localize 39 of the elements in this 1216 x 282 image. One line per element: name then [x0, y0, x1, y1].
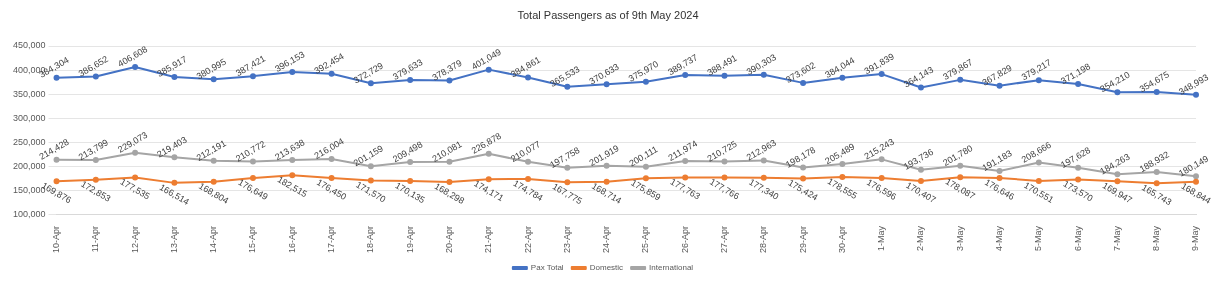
x-tick-label: 2-May: [915, 225, 926, 251]
x-tick-label: 25-Apr: [640, 225, 651, 253]
y-tick-label: 300,000: [12, 112, 46, 123]
legend-label: International: [649, 263, 694, 273]
x-tick-label: 1-May: [876, 225, 887, 251]
x-tick-label: 26-Apr: [679, 225, 690, 253]
x-tick-label: 16-Apr: [286, 225, 297, 253]
legend-label: Domestic: [589, 263, 624, 273]
x-tick-label: 18-Apr: [365, 225, 376, 253]
x-tick-label: 15-Apr: [247, 225, 258, 253]
x-tick-label: 11-Apr: [90, 225, 101, 253]
legend-label: Pax Total: [530, 263, 564, 273]
x-tick-label: 6-May: [1072, 225, 1083, 251]
x-tick-label: 5-May: [1033, 225, 1044, 251]
x-tick-label: 23-Apr: [561, 225, 572, 253]
x-tick-label: 22-Apr: [522, 225, 533, 253]
y-tick-label: 200,000: [12, 161, 46, 172]
x-tick-label: 3-May: [954, 225, 965, 251]
y-tick-label: 450,000: [12, 40, 46, 51]
x-tick-label: 9-May: [1190, 225, 1201, 251]
chart-title: Total Passengers as of 9th May 2024: [516, 8, 700, 23]
x-tick-label: 10-Apr: [51, 225, 62, 253]
x-tick-label: 4-May: [994, 225, 1005, 251]
x-tick-label: 24-Apr: [601, 225, 612, 253]
x-tick-label: 20-Apr: [443, 225, 454, 253]
x-tick-label: 19-Apr: [404, 225, 415, 253]
y-tick-label: 350,000: [12, 88, 46, 99]
x-tick-label: 14-Apr: [208, 225, 219, 253]
x-tick-label: 27-Apr: [718, 225, 729, 253]
x-tick-label: 17-Apr: [326, 225, 337, 253]
x-tick-label: 28-Apr: [758, 225, 769, 253]
x-tick-label: 7-May: [1111, 225, 1122, 251]
x-tick-label: 8-May: [1151, 225, 1162, 251]
x-tick-label: 12-Apr: [129, 225, 140, 253]
x-tick-label: 21-Apr: [483, 225, 494, 253]
x-tick-label: 13-Apr: [168, 225, 179, 253]
y-tick-label: 100,000: [12, 209, 46, 220]
x-tick-label: 29-Apr: [797, 225, 808, 253]
x-tick-label: 30-Apr: [836, 225, 847, 253]
